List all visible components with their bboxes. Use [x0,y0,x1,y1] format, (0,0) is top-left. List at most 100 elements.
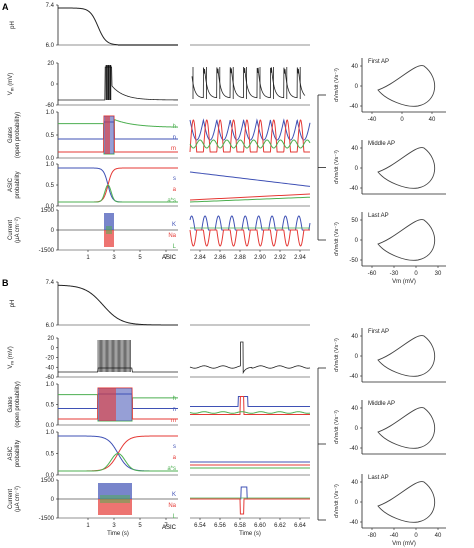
y-axis-label-part: ASIC [8,446,14,461]
y-tick-label: 1.0 [46,382,55,388]
y-axis-label: Vm (mV) [8,346,15,368]
loop-y-tick-label: -50 [349,258,358,264]
ph-trace [57,284,178,326]
y-axis-label-part: pH [10,300,16,308]
loop-y-label: dVm/dt (Vs⁻¹) [334,68,340,102]
loop-x-tick-label: -60 [368,271,377,277]
gate-n [58,121,178,140]
loop-x-tick-label: 0 [400,117,404,123]
loop-y-tick-label: 50 [351,218,358,224]
row-4: Current(µA cm⁻²) 1500 0 -1500 K Na L ASIC [8,478,310,531]
x-axis-title: Time (s) [107,531,129,537]
y-tick-label: 1500 [41,208,55,214]
x-tick-label-zoom: 6.62 [274,523,286,529]
x-axis-title-zoom: Time (s) [239,531,261,537]
phase-loop [377,65,436,107]
loop-x-tick-label: -30 [390,271,399,277]
x-tick-label-zoom: 6.54 [194,523,206,529]
current-na-zoom [190,498,310,515]
y-tick-label: 1.0 [46,430,55,436]
loop-y-tick-label: -40 [349,446,358,452]
asic-as-zoom [189,196,311,203]
legend-na: Na [168,503,176,509]
loop-x-tick-label: 0 [414,533,418,539]
loop-y-tick-label: -40 [349,186,358,192]
legend-a: a [173,455,177,461]
loop-0: First AP 40 0 -40 dVm/dt (Vs⁻¹) [334,328,446,383]
loop-title: Last AP [368,213,389,219]
y-axis-label-part: (mV) [8,73,14,88]
gate-h-zoom [189,139,311,149]
loop-y-tick-label: 40 [351,334,358,340]
legend-k: K [172,222,176,228]
ph-trace [58,7,178,46]
legend-l: L [173,244,177,250]
legend-na: Na [168,233,176,239]
row-3: ASICprobability 1.0 0.5 0.0 sa a*s [8,162,310,210]
y-axis-label: pH [10,21,16,29]
y-tick-label: 1.0 [46,162,55,168]
loop-x-tick-label: -40 [368,117,377,123]
legend-m: m [171,146,176,152]
loop-y-tick-label: 0 [355,238,359,244]
y-axis-label-part: Current [8,489,14,509]
vm-zoom [191,66,306,99]
loop-y-label: dVm/dt (Vs⁻¹) [334,150,340,184]
y-tick-label: 20 [47,336,54,342]
loop-2: Last AP 40 0 -40 dVm/dt (Vs⁻¹) -80 -40 0 40 Vm (m… [334,474,446,547]
y-tick-label: 0 [51,346,55,352]
phase-loop [377,335,436,377]
y-axis-label-part: (open probability) [15,381,21,427]
loop-y-tick-label: 0 [355,500,359,506]
y-axis-label-part: V [8,365,14,369]
x-tick-label: 7 [164,523,168,529]
loop-y-tick-label: 40 [351,146,358,152]
current-burst-k [104,213,114,230]
current-na-zoom [189,229,310,247]
legend-s: s [173,176,176,182]
panel-a: ApH 7.4 6.0 Vm (mV) 20 0 -60 Gates(open probabi… [2,2,446,285]
y-tick-label: 0.0 [46,156,55,162]
asic-as [58,452,178,472]
gate-h [58,118,178,155]
legend-asic: ASIC [162,525,177,531]
y-tick-label: 0.5 [46,133,55,139]
phase-loop [377,481,436,523]
x-tick-label-zoom: 2.86 [214,255,226,261]
row-0: pH 7.4 6.0 [10,280,310,329]
loop-x-tick-label: 40 [435,533,442,539]
loop-x-tick-label: 30 [435,271,442,277]
x-tick-label: 5 [138,523,142,529]
row-3: ASICprobability 1.0 0.5 0.0 sa a*s [8,430,310,479]
loop-0: First AP 40 0 -40 dVm/dt (Vs⁻¹) -40 0 40 [334,58,446,123]
y-axis-label-part: pH [10,21,16,29]
loop-y-tick-label: 40 [351,480,358,486]
current-burst-na [104,230,114,247]
current-burst-l [100,495,130,503]
x-tick-label-zoom: 2.92 [274,255,286,261]
y-axis-label-part: probability [15,171,21,198]
asic-as [58,184,178,203]
y-axis-label-part: (open probability) [15,112,21,158]
loop-1: Middle AP 40 0 -40 dVm/dt (Vs⁻¹) [334,400,446,455]
loop-y-tick-label: -40 [349,520,358,526]
y-axis-label-part: ASIC [8,177,14,192]
legend-as: a*s [167,466,176,472]
y-tick-label: 0.5 [46,403,55,409]
loop-title: Middle AP [368,141,395,147]
y-tick-label: 0 [51,228,55,234]
y-axis-label-part: Gates [8,127,14,143]
x-tick-label-zoom: 6.60 [254,523,266,529]
legend-h: h [173,396,176,402]
legend-n: n [173,407,176,413]
current-k-zoom [190,486,310,500]
x-tick-label-zoom: 2.94 [294,255,306,261]
y-tick-label: 6.0 [46,323,55,329]
vm-trace [58,66,178,101]
y-tick-label: 0.5 [46,183,55,189]
ph-dwell [118,44,178,46]
loop-x-tick-label: 0 [414,271,418,277]
y-tick-label: 0.0 [46,423,55,429]
loop-y-tick-label: -40 [349,374,358,380]
